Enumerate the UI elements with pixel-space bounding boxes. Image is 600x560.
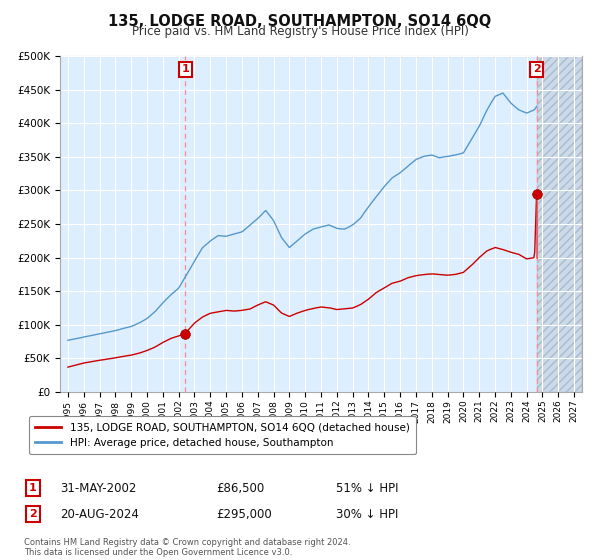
Text: 1: 1 (29, 483, 37, 493)
Text: £86,500: £86,500 (216, 482, 264, 495)
Text: 2: 2 (533, 64, 541, 74)
Text: 20-AUG-2024: 20-AUG-2024 (60, 507, 139, 521)
Text: 1: 1 (181, 64, 189, 74)
Text: Price paid vs. HM Land Registry's House Price Index (HPI): Price paid vs. HM Land Registry's House … (131, 25, 469, 38)
Text: 31-MAY-2002: 31-MAY-2002 (60, 482, 136, 495)
Text: 51% ↓ HPI: 51% ↓ HPI (336, 482, 398, 495)
Bar (536, 56, 582, 392)
Text: 135, LODGE ROAD, SOUTHAMPTON, SO14 6QQ: 135, LODGE ROAD, SOUTHAMPTON, SO14 6QQ (109, 14, 491, 29)
Text: 30% ↓ HPI: 30% ↓ HPI (336, 507, 398, 521)
Text: £295,000: £295,000 (216, 507, 272, 521)
Legend: 135, LODGE ROAD, SOUTHAMPTON, SO14 6QQ (detached house), HPI: Average price, det: 135, LODGE ROAD, SOUTHAMPTON, SO14 6QQ (… (29, 416, 416, 455)
Text: 2: 2 (29, 509, 37, 519)
Text: Contains HM Land Registry data © Crown copyright and database right 2024.
This d: Contains HM Land Registry data © Crown c… (24, 538, 350, 557)
